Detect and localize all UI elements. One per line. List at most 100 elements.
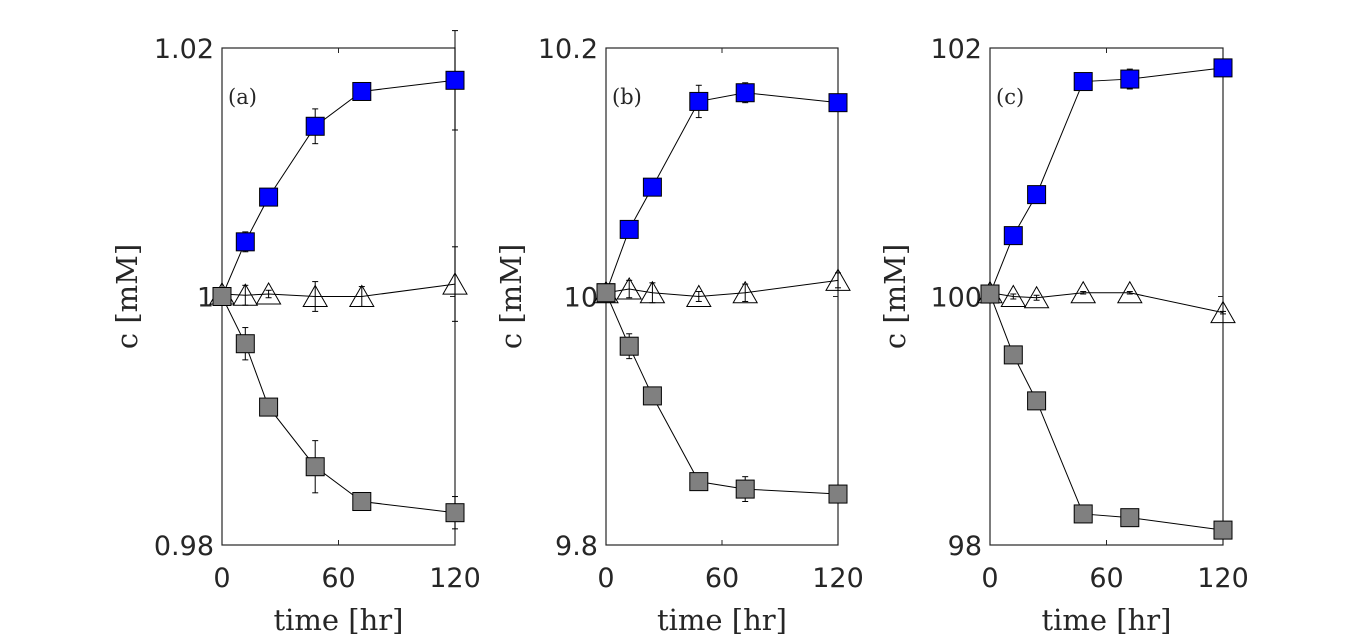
- data-point-square: [445, 503, 465, 523]
- data-point-square: [828, 93, 848, 113]
- data-point-triangle: [685, 284, 712, 307]
- data-point-square: [235, 232, 255, 252]
- series-line: [605, 92, 839, 293]
- data-point-square: [259, 397, 279, 417]
- panel-label: (c): [996, 85, 1024, 109]
- data-point-square: [1120, 508, 1140, 528]
- axes-box: [605, 47, 839, 546]
- y-tick-label: 1: [197, 283, 214, 314]
- data-point-square: [1213, 58, 1233, 78]
- series-open-triangles: [209, 246, 468, 322]
- series-line: [221, 79, 456, 297]
- panel-label: (a): [228, 85, 257, 109]
- data-point-triangle: [348, 284, 375, 307]
- error-bar: [1220, 310, 1226, 315]
- panel-a: 0 60 120 0.98 1 1.02 time [hr] c [mM] (a): [110, 30, 481, 637]
- y-tick-label: 10.2: [538, 34, 598, 65]
- data-point-square: [445, 70, 465, 90]
- error-bar: [742, 283, 749, 302]
- data-point-square: [619, 336, 639, 356]
- data-point-square: [1003, 345, 1023, 365]
- series-line: [605, 292, 839, 495]
- x-axis-label: time [hr]: [274, 603, 404, 637]
- y-axis-label: c [mM]: [110, 244, 144, 349]
- panel-label: (b): [612, 85, 642, 109]
- data-point-triangle: [1116, 280, 1143, 304]
- data-point-square: [596, 283, 616, 303]
- x-tick-label: 0: [597, 563, 614, 594]
- y-tick-label: 9.8: [555, 531, 598, 562]
- data-point-triangle: [442, 272, 468, 295]
- data-point-triangle: [1210, 300, 1236, 324]
- panel-c: 0 60 120 98 100 102 time [hr] c [mM] (c): [878, 34, 1249, 637]
- data-point-triangle: [232, 283, 259, 306]
- x-tick-label: 0: [981, 563, 998, 594]
- data-point-square: [259, 187, 279, 207]
- data-point-square: [642, 386, 662, 406]
- data-point-triangle: [732, 280, 759, 304]
- data-point-square: [305, 116, 325, 136]
- data-point-triangle: [1000, 284, 1027, 307]
- series-line: [989, 292, 1224, 314]
- data-point-square: [828, 484, 848, 504]
- y-tick-label: 0.98: [154, 531, 214, 562]
- y-tick-label: 10: [564, 283, 598, 314]
- series-gray-squares: [212, 287, 465, 530]
- data-point-square: [352, 81, 372, 101]
- data-point-square: [1073, 72, 1093, 92]
- data-point-triangle: [255, 282, 282, 305]
- error-bar: [1010, 293, 1017, 300]
- data-point-square: [619, 219, 639, 239]
- y-axis-label: c [mM]: [878, 244, 912, 349]
- x-axis-label: time [hr]: [1042, 603, 1172, 637]
- series-line: [605, 279, 839, 298]
- series-gray-squares: [596, 283, 848, 504]
- series-open-triangles: [977, 280, 1236, 324]
- data-point-triangle: [639, 280, 666, 304]
- error-bar: [1080, 291, 1087, 295]
- series-line: [221, 283, 456, 297]
- panel-b: 0 60 120 9.8 10 10.2 time [hr] c [mM] (b): [494, 34, 864, 637]
- x-tick-label: 60: [1089, 563, 1123, 594]
- data-point-square: [352, 492, 372, 512]
- data-point-square: [642, 177, 662, 197]
- series-line: [989, 67, 1224, 295]
- axes-box: [989, 47, 1224, 546]
- x-tick-label: 120: [429, 563, 481, 594]
- error-bar: [1126, 291, 1133, 295]
- series-blue-squares: [596, 82, 848, 303]
- error-bar: [1033, 294, 1040, 301]
- x-tick-label: 120: [1197, 563, 1249, 594]
- data-point-triangle: [616, 277, 643, 300]
- error-bar: [265, 289, 272, 299]
- data-point-triangle: [302, 284, 329, 307]
- data-point-triangle: [825, 268, 851, 291]
- x-tick-label: 60: [321, 563, 355, 594]
- series-line: [989, 293, 1224, 531]
- data-point-square: [1027, 185, 1047, 205]
- data-point-square: [1213, 520, 1233, 540]
- data-point-square: [212, 287, 232, 306]
- data-point-square: [980, 284, 1000, 304]
- y-tick-label: 1.02: [154, 34, 214, 65]
- data-point-square: [735, 479, 755, 499]
- data-point-square: [1027, 391, 1047, 411]
- y-tick-label: 100: [930, 283, 982, 314]
- y-tick-label: 102: [930, 34, 982, 65]
- series-gray-squares: [980, 284, 1233, 540]
- series-line: [221, 296, 456, 514]
- data-point-triangle: [1070, 280, 1097, 304]
- data-point-square: [689, 472, 709, 492]
- data-point-square: [735, 83, 755, 103]
- data-point-square: [305, 457, 325, 477]
- data-point-square: [1003, 226, 1023, 246]
- x-axis-label: time [hr]: [657, 603, 787, 637]
- data-point-square: [1120, 69, 1140, 89]
- error-bar: [626, 279, 633, 299]
- series-blue-squares: [212, 30, 465, 306]
- y-tick-label: 98: [948, 531, 982, 562]
- data-point-square: [1073, 504, 1093, 524]
- data-point-square: [689, 91, 709, 111]
- x-tick-label: 0: [213, 563, 230, 594]
